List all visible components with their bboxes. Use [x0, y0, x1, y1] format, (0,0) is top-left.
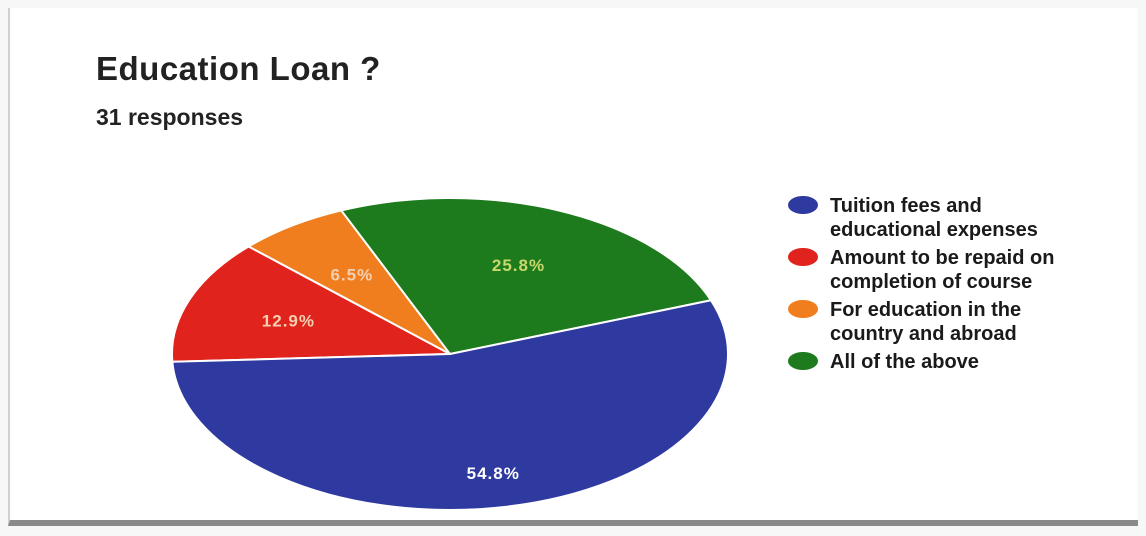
chart-legend: Tuition fees and educational expenses Am… [788, 194, 1088, 378]
pie-slice-labels: 12.9% 6.5% 25.8% 54.8% [262, 256, 545, 483]
legend-item-repaid[interactable]: Amount to be repaid on completion of cou… [788, 246, 1088, 294]
chart-card: Education Loan ? 31 responses 12.9% 6.5% 2… [8, 8, 1138, 526]
pie-slice-label: 6.5% [330, 266, 373, 285]
pie-slice[interactable] [339, 197, 713, 356]
legend-label: Tuition fees and educational expenses [830, 195, 1038, 241]
legend-swatch-icon [788, 196, 818, 214]
legend-label: All of the above [830, 351, 979, 373]
legend-label: For education in the country and abroad [830, 299, 1022, 345]
legend-swatch-icon [788, 248, 818, 266]
response-count: 31 responses [96, 104, 244, 130]
pie-slice-label: 12.9% [262, 311, 315, 330]
pie-slice[interactable] [171, 245, 454, 363]
legend-swatch-icon [788, 352, 818, 370]
pie-slice-label: 54.8% [467, 464, 520, 483]
legend-item-country-abroad[interactable]: For education in the country and abroad [788, 298, 1088, 346]
legend-label: Amount to be repaid on completion of cou… [830, 247, 1055, 293]
pie-slice[interactable] [246, 209, 451, 355]
legend-item-tuition[interactable]: Tuition fees and educational expenses [788, 194, 1088, 242]
legend-swatch-icon [788, 300, 818, 318]
legend-item-all[interactable]: All of the above [788, 350, 1088, 374]
pie-chart: 12.9% 6.5% 25.8% 54.8% [171, 197, 729, 511]
pie-slices [171, 197, 729, 511]
pie-slice-label: 25.8% [492, 256, 545, 275]
chart-title: Education Loan ? [96, 50, 381, 87]
pie-slice[interactable] [171, 299, 729, 511]
